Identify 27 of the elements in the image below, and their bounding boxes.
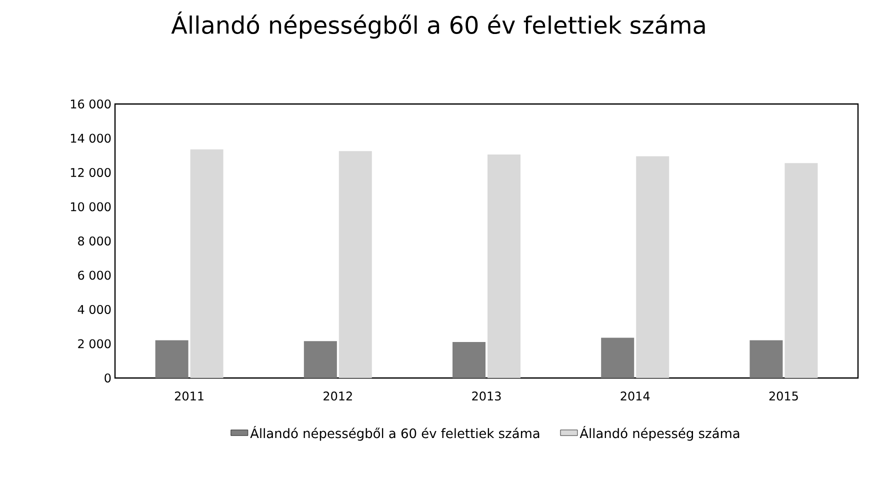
y-tick-label: 4 000 — [78, 304, 111, 314]
y-tick-label: 14 000 — [70, 134, 111, 143]
y-tick-label: 16 000 — [70, 99, 111, 109]
bar — [304, 341, 337, 378]
y-tick-label: 2 000 — [78, 339, 111, 348]
bar — [601, 338, 634, 378]
bar — [750, 340, 783, 378]
bar — [452, 342, 486, 378]
x-tick-label: 2011 — [174, 392, 204, 401]
y-tick-label: 12 000 — [70, 168, 111, 178]
x-tick-label: 2012 — [324, 392, 352, 401]
bar — [190, 149, 224, 378]
y-tick-label: 6 000 — [78, 270, 111, 280]
bar — [488, 154, 521, 378]
bar — [155, 340, 188, 378]
y-tick-label: 10 000 — [70, 202, 111, 212]
legend-label: Állandó népesség száma — [580, 426, 740, 441]
bar — [784, 163, 818, 378]
x-tick-label: 2014 — [620, 392, 650, 401]
x-tick-label: 2015 — [769, 392, 798, 401]
y-tick-label: 8 000 — [78, 236, 111, 246]
chart-title: Állandó népességből a 60 év felettiek száma — [171, 12, 705, 39]
legend-label: Állandó népességből a 60 év felettiek száma — [250, 426, 540, 441]
x-tick-label: 2013 — [472, 392, 501, 401]
bar — [338, 151, 372, 378]
y-tick-label: 0 — [104, 373, 111, 383]
bar — [636, 156, 670, 378]
